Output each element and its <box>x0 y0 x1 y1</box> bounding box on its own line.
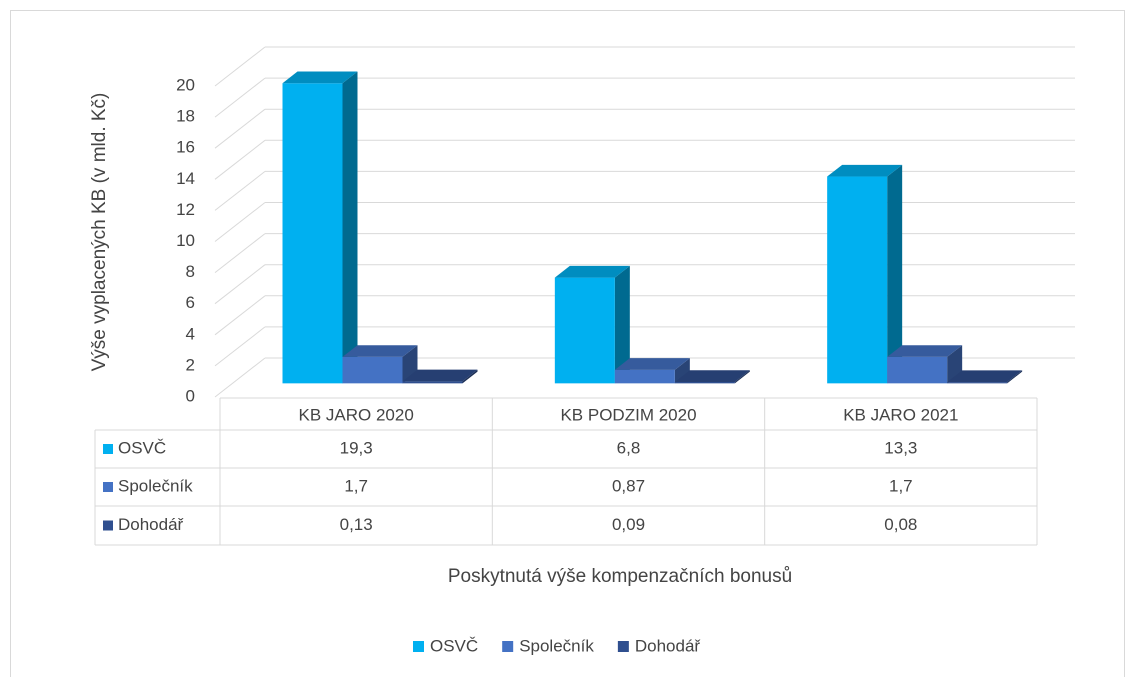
bar-top <box>614 358 690 370</box>
bar <box>887 356 948 384</box>
y-tick-label: 8 <box>186 262 195 281</box>
bar-top <box>674 370 750 382</box>
legend-key <box>617 641 629 652</box>
bar-side <box>1007 370 1023 384</box>
bar-top <box>827 164 903 177</box>
table-row-label: Společník <box>118 476 193 495</box>
bar <box>947 382 1008 384</box>
bar-top <box>887 345 963 357</box>
grid-line <box>214 357 266 398</box>
legend-label: Dohodář <box>635 636 701 655</box>
bar-top <box>947 370 1023 383</box>
y-tick-label: 10 <box>176 231 195 250</box>
table-cell: 13,3 <box>884 438 917 457</box>
grid-line <box>214 264 266 305</box>
grid-line <box>214 139 266 180</box>
grid-line <box>214 326 266 367</box>
bar-side <box>342 71 358 384</box>
y-tick-label: 4 <box>186 324 195 343</box>
bar-top <box>554 265 630 278</box>
bar <box>282 83 343 384</box>
y-axis-title: Výše vyplacených KB (v mld. Kč) <box>89 93 110 372</box>
legend-key <box>103 444 113 454</box>
bar-side <box>734 370 750 384</box>
legend-key <box>413 641 424 652</box>
table-cell: 6,8 <box>617 438 641 457</box>
table-cell: 0,08 <box>884 515 917 534</box>
grid-line <box>214 202 266 242</box>
grid-line <box>214 46 266 87</box>
grid-line <box>214 77 266 118</box>
legend-key <box>103 520 113 531</box>
legend-key <box>103 482 113 492</box>
table-row-label: OSVČ <box>118 438 166 457</box>
grid-line <box>214 108 266 149</box>
bar-side <box>614 265 630 384</box>
grid-line <box>214 295 266 336</box>
y-tick-label: 16 <box>176 138 195 157</box>
bar <box>674 381 735 384</box>
grid-line <box>214 233 266 273</box>
y-tick-label: 20 <box>176 75 195 94</box>
table-cell: 0,13 <box>340 515 373 534</box>
table-header: KB JARO 2020 <box>299 405 414 424</box>
legend-label: Společník <box>519 636 594 655</box>
y-tick-label: 18 <box>176 107 195 126</box>
bar-top <box>402 369 478 382</box>
bar <box>342 356 403 384</box>
table-row-label: Dohodář <box>118 515 184 534</box>
grid-line <box>214 171 266 211</box>
x-axis-title: Poskytnutá výše kompenzačních bonusů <box>448 566 792 587</box>
table-cell: 0,87 <box>612 476 645 495</box>
bar-top <box>342 345 418 357</box>
y-tick-label: 2 <box>186 355 195 374</box>
bar <box>827 176 888 384</box>
bar <box>402 381 463 384</box>
y-tick-label: 12 <box>176 200 195 219</box>
table-header: KB JARO 2021 <box>843 405 958 424</box>
table-cell: 0,09 <box>612 515 645 534</box>
legend-key <box>502 641 514 652</box>
y-tick-label: 14 <box>176 169 195 188</box>
table-cell: 1,7 <box>889 476 913 495</box>
table-cell: 1,7 <box>344 476 368 495</box>
bar-top <box>282 71 358 84</box>
legend-label: OSVČ <box>430 636 478 655</box>
bar-side <box>674 358 690 384</box>
bar <box>614 369 675 384</box>
bar-side <box>887 164 903 384</box>
table-header: KB PODZIM 2020 <box>560 405 696 424</box>
bar-side <box>462 369 478 384</box>
table-cell: 19,3 <box>340 438 373 457</box>
y-tick-label: 0 <box>186 386 195 405</box>
bar <box>554 277 615 384</box>
y-tick-label: 6 <box>186 293 195 312</box>
